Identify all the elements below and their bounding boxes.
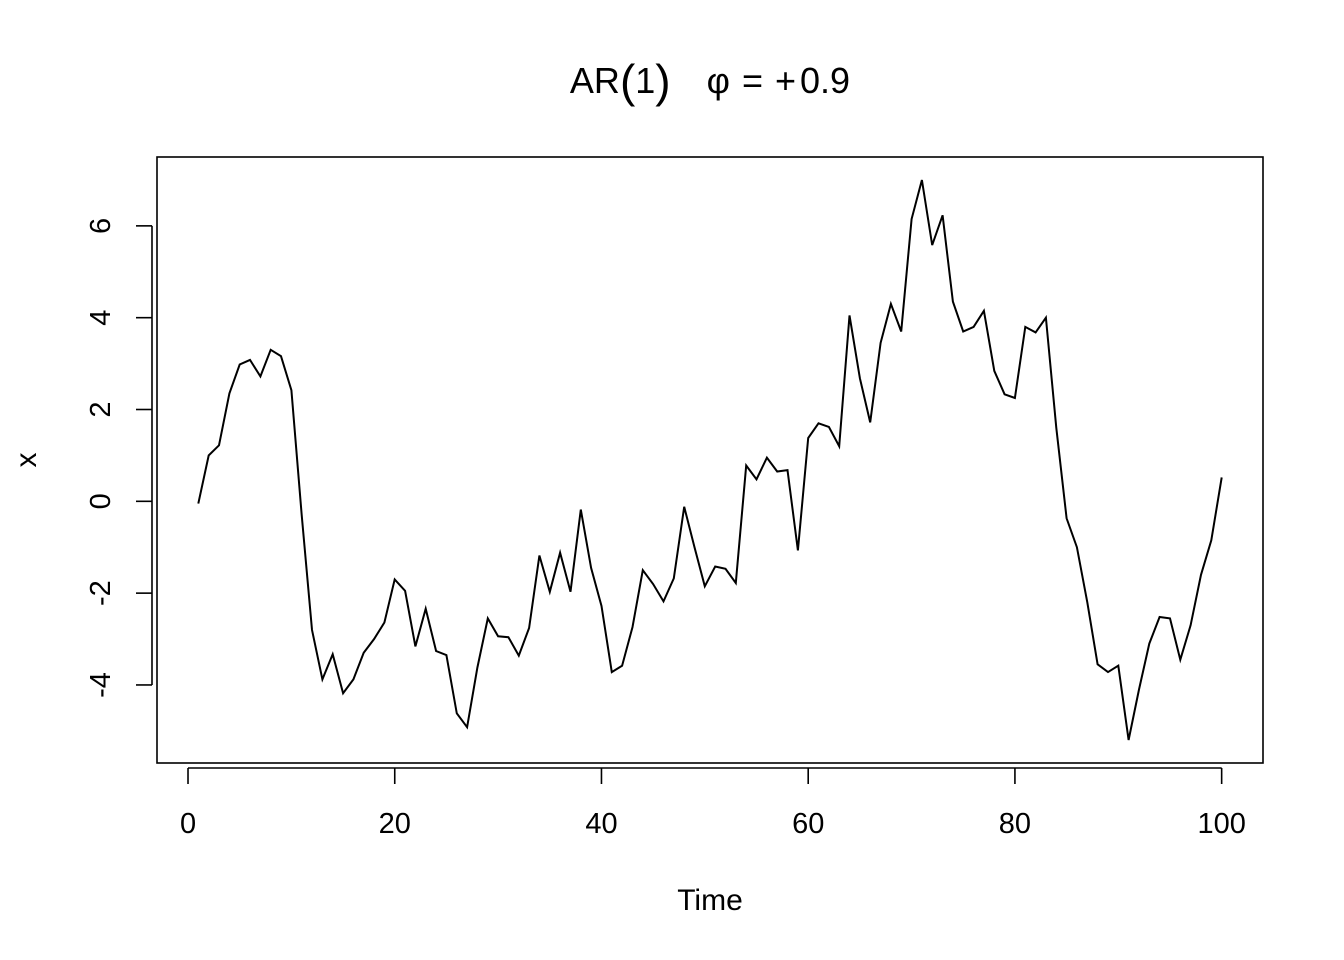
x-tick-label: 40 [585, 808, 617, 840]
series-line [197, 179, 1223, 741]
series-layer [197, 179, 1223, 741]
y-tick-label: 6 [85, 218, 117, 234]
y-tick-label: 0 [85, 493, 117, 509]
y-tick-label: -4 [85, 672, 117, 698]
plot-frame [156, 156, 1264, 764]
y-axis-label: x [10, 453, 43, 468]
y-tick-label: 4 [85, 310, 117, 326]
chart-title: AR(1) φ = +0.9 [570, 55, 850, 107]
y-axis: -4 -2 0 2 4 6 [85, 218, 153, 698]
x-axis-label: Time [677, 884, 743, 917]
title-close-paren: ) [655, 55, 670, 107]
title-prefix: AR [570, 60, 620, 101]
x-tick-label: 0 [180, 808, 196, 840]
x-tick-label: 80 [999, 808, 1031, 840]
title-open-paren: ( [620, 55, 636, 107]
x-axis: 0 20 40 60 80 100 [180, 767, 1246, 840]
y-tick-label: -2 [85, 580, 117, 606]
x-tick-label: 60 [792, 808, 824, 840]
title-value: 0.9 [800, 60, 850, 101]
title-plus: + [775, 60, 796, 101]
title-equals: = [742, 60, 763, 101]
x-tick-label: 20 [379, 808, 411, 840]
title-phi: φ [707, 60, 730, 101]
x-tick-label: 100 [1197, 808, 1245, 840]
y-tick-label: 2 [85, 401, 117, 417]
title-order: 1 [635, 60, 655, 101]
